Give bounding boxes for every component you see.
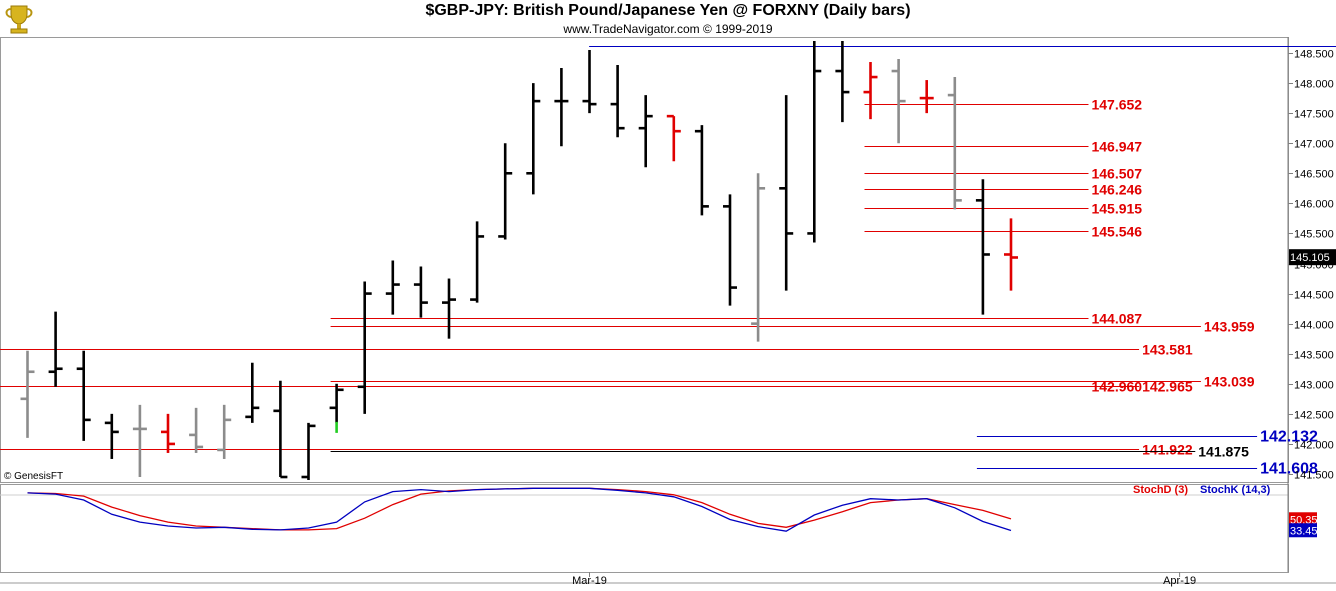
price-bar bbox=[217, 404, 232, 459]
price-axis-label: 145.500 bbox=[1294, 229, 1334, 241]
price-bar bbox=[442, 278, 456, 339]
level-label-146.246: 146.246 bbox=[1091, 182, 1142, 198]
price-axis-label: 144.500 bbox=[1294, 290, 1334, 302]
price-bar bbox=[273, 380, 288, 479]
price-bar bbox=[161, 413, 175, 453]
price-axis-label: 142.500 bbox=[1294, 410, 1334, 422]
level-label-146.947: 146.947 bbox=[1091, 139, 1142, 155]
price-axis-label: 142.000 bbox=[1294, 440, 1334, 452]
price-bar bbox=[610, 65, 625, 138]
price-bar bbox=[807, 40, 822, 243]
trophy-logo-icon bbox=[5, 5, 33, 34]
date-axis-label: Mar-19 bbox=[572, 575, 607, 587]
price-bar bbox=[751, 173, 766, 342]
level-label-145.546: 145.546 bbox=[1091, 224, 1142, 240]
level-lines: 148.618147.652146.947146.507146.246145.9… bbox=[0, 46, 1336, 478]
price-bar bbox=[76, 350, 91, 441]
price-bar bbox=[835, 40, 850, 123]
price-axis-label: 143.000 bbox=[1294, 380, 1334, 392]
last-price-box bbox=[1289, 249, 1336, 266]
price-bar bbox=[470, 221, 485, 303]
level-label-144.087: 144.087 bbox=[1091, 311, 1142, 327]
chart-subtitle: www.TradeNavigator.com © 1999-2019 bbox=[563, 22, 773, 36]
price-bar bbox=[1004, 218, 1018, 291]
price-bar bbox=[245, 362, 260, 423]
price-bar bbox=[104, 413, 119, 459]
price-axis-label: 148.000 bbox=[1294, 79, 1334, 91]
level-label-147.652: 147.652 bbox=[1091, 97, 1142, 113]
price-bar bbox=[863, 62, 878, 120]
price-axis-label: 146.000 bbox=[1294, 199, 1334, 211]
level-label-143.959: 143.959 bbox=[1204, 319, 1255, 335]
price-bar bbox=[919, 80, 934, 114]
level-label-141.608: 141.608 bbox=[1260, 461, 1318, 478]
level-label-143.581: 143.581 bbox=[1142, 342, 1193, 358]
level-label-142.960: 142.960 bbox=[1091, 379, 1142, 395]
price-bar bbox=[638, 95, 653, 168]
price-bar bbox=[329, 383, 344, 423]
price-axis: 148.500 148.000 147.500 147.000 146.500 146.0… bbox=[1288, 49, 1336, 482]
price-bar bbox=[891, 59, 906, 144]
level-label-146.507: 146.507 bbox=[1091, 166, 1142, 182]
price-bars bbox=[20, 40, 1018, 481]
level-label-141.875: 141.875 bbox=[1198, 444, 1249, 460]
price-bar bbox=[947, 77, 962, 210]
stochk-value-box bbox=[1289, 523, 1317, 538]
price-bar bbox=[48, 311, 63, 387]
chart-frame bbox=[0, 37, 1336, 584]
price-axis-label: 147.000 bbox=[1294, 139, 1334, 151]
date-axis: Mar-19 Apr-19 bbox=[572, 572, 1196, 587]
price-bar bbox=[132, 404, 147, 478]
price-axis-label: 141.500 bbox=[1294, 470, 1334, 482]
price-bar bbox=[975, 179, 990, 315]
price-bar bbox=[189, 407, 204, 453]
price-bar bbox=[357, 281, 372, 414]
stochk-value-label: 33.45 bbox=[1290, 525, 1318, 537]
stoch-line-stochk bbox=[27, 487, 1012, 532]
price-bar bbox=[413, 266, 428, 318]
price-axis-label: 144.000 bbox=[1294, 320, 1334, 332]
price-bar bbox=[498, 143, 513, 240]
price-bar bbox=[779, 95, 794, 291]
level-label-145.915: 145.915 bbox=[1091, 201, 1142, 217]
price-bar bbox=[582, 49, 597, 114]
price-bar bbox=[554, 68, 569, 147]
price-axis-label: 147.500 bbox=[1294, 109, 1334, 121]
level-label-143.039: 143.039 bbox=[1204, 374, 1255, 390]
stochd-value-box bbox=[1289, 512, 1317, 527]
chart-title: $GBP-JPY: British Pound/Japanese Yen @ F… bbox=[425, 2, 911, 19]
price-bar bbox=[694, 125, 709, 216]
stochastic-panel-border bbox=[0, 484, 1289, 573]
watermark: © GenesisFT bbox=[4, 471, 63, 482]
legend-stochd: StochD (3) bbox=[1133, 484, 1188, 496]
price-bar bbox=[723, 194, 737, 306]
legend-stochk: StochK (14,3) bbox=[1200, 484, 1271, 496]
level-label-142.965: 142.965 bbox=[1142, 379, 1193, 395]
price-axis-label: 148.500 bbox=[1294, 49, 1334, 61]
date-axis-label: Apr-19 bbox=[1163, 575, 1196, 587]
price-axis-label: 146.500 bbox=[1294, 169, 1334, 181]
price-bar bbox=[20, 350, 35, 438]
last-price-label: 145.105 bbox=[1290, 252, 1330, 264]
price-bar bbox=[301, 422, 316, 481]
level-label-142.132: 142.132 bbox=[1260, 429, 1318, 446]
price-axis-label: 143.500 bbox=[1294, 350, 1334, 362]
price-bar bbox=[526, 83, 541, 195]
price-bar bbox=[666, 114, 681, 162]
level-label-141.922: 141.922 bbox=[1142, 442, 1193, 458]
price-bar bbox=[385, 260, 400, 315]
